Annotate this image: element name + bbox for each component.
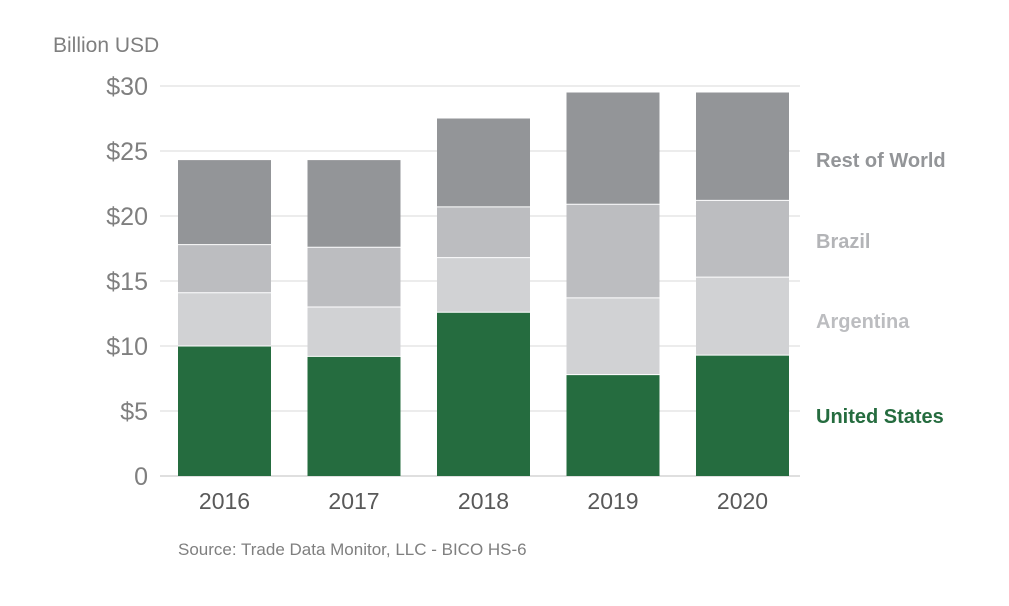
- y-tick-label: $5: [120, 398, 148, 426]
- x-tick-label-2019: 2019: [587, 488, 638, 514]
- bar-united-states-2019: [566, 374, 660, 476]
- legend-rest-of-world: Rest of World: [816, 150, 946, 172]
- y-tick-label: $25: [106, 138, 148, 166]
- bar-united-states-2020: [696, 355, 789, 476]
- x-tick-label-2018: 2018: [458, 488, 509, 514]
- y-tick-label: 0: [134, 463, 148, 491]
- bar-rest-of-world-2017: [307, 160, 401, 248]
- source-note: Source: Trade Data Monitor, LLC - BICO H…: [178, 540, 527, 559]
- legend-united-states: United States: [816, 406, 944, 428]
- legend-brazil: Brazil: [816, 231, 870, 253]
- x-tick-label-2020: 2020: [717, 488, 768, 514]
- bar-brazil-2018: [437, 206, 530, 258]
- x-tick-label-2017: 2017: [328, 488, 379, 514]
- bar-united-states-2018: [437, 312, 530, 476]
- bar-brazil-2016: [178, 244, 271, 293]
- bar-rest-of-world-2016: [178, 160, 271, 245]
- y-tick-label: $20: [106, 203, 148, 231]
- bar-brazil-2019: [566, 204, 660, 298]
- bar-argentina-2019: [566, 297, 660, 375]
- x-tick-label-2016: 2016: [199, 488, 250, 514]
- bar-argentina-2020: [696, 277, 789, 356]
- bar-united-states-2017: [307, 356, 401, 476]
- bar-brazil-2017: [307, 247, 401, 307]
- y-tick-label: $30: [106, 73, 148, 101]
- bars: [178, 92, 789, 476]
- y-axis-unit-label: Billion USD: [53, 34, 159, 57]
- bar-argentina-2017: [307, 307, 401, 357]
- bar-rest-of-world-2018: [437, 118, 530, 207]
- bar-argentina-2018: [437, 257, 530, 313]
- bar-rest-of-world-2020: [696, 92, 789, 201]
- y-tick-label: $10: [106, 333, 148, 361]
- bar-brazil-2020: [696, 200, 789, 278]
- legend-argentina: Argentina: [816, 311, 910, 333]
- y-tick-label: $15: [106, 268, 148, 296]
- y-axis-ticks: 0 $5 $10 $15 $20 $25 $30: [106, 73, 148, 491]
- x-axis-ticks: 2016 2017 2018 2019 2020: [199, 488, 768, 514]
- bar-united-states-2016: [178, 346, 271, 476]
- legend: United States Argentina Brazil Rest of Worl…: [816, 150, 946, 428]
- bar-rest-of-world-2019: [566, 92, 660, 205]
- bar-argentina-2016: [178, 292, 271, 346]
